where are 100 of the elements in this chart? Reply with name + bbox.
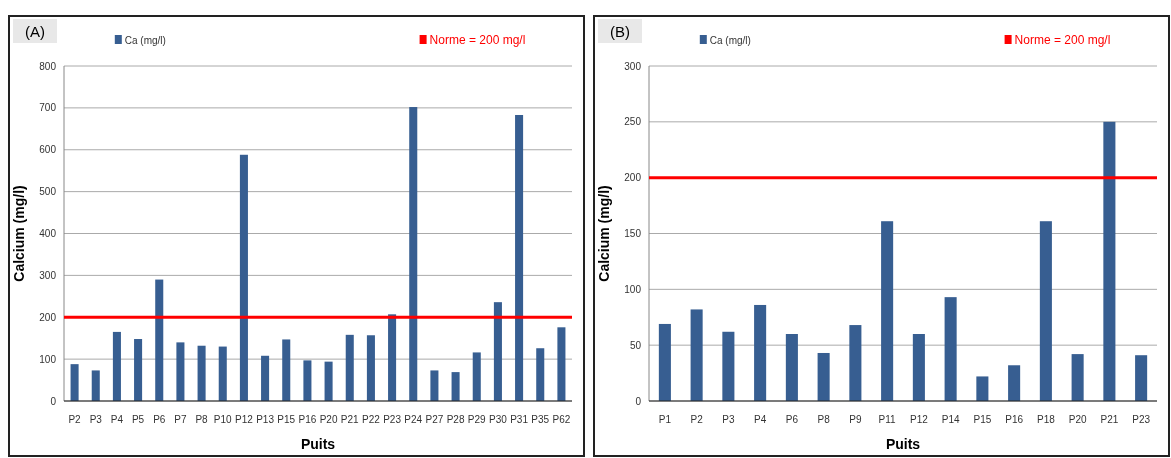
legend-label: Ca (mg/l) <box>709 35 751 46</box>
x-tick-label: P23 <box>1132 414 1151 425</box>
legend-label: Norme = 200 mg/l <box>429 33 526 47</box>
x-tick-label: P10 <box>213 414 233 425</box>
bar <box>388 314 397 401</box>
legend-label: Norme = 200 mg/l <box>1014 33 1111 47</box>
y-axis-title: Calcium (mg/l) <box>11 185 27 282</box>
y-tick-label: 200 <box>624 172 642 184</box>
y-tick-label: 0 <box>50 395 57 407</box>
bar <box>1039 221 1052 401</box>
bar <box>944 297 957 401</box>
legend-label: Ca (mg/l) <box>124 35 166 46</box>
x-tick-label: P18 <box>1036 414 1056 425</box>
x-tick-label: P21 <box>340 414 360 425</box>
y-tick-label: 700 <box>39 102 57 114</box>
bar <box>345 334 354 401</box>
y-tick-label: 300 <box>39 269 57 281</box>
bar <box>409 107 418 401</box>
bar <box>197 345 206 401</box>
x-tick-label: P31 <box>510 414 529 425</box>
bar <box>493 302 502 401</box>
x-tick-label: P4 <box>754 414 767 425</box>
x-tick-label: P15 <box>973 414 992 425</box>
x-tick-label: P15 <box>277 414 296 425</box>
x-tick-label: P6 <box>785 414 799 425</box>
bar <box>754 304 767 401</box>
x-tick-label: P27 <box>425 414 444 425</box>
bar <box>324 361 333 401</box>
x-tick-label: P4 <box>110 414 124 425</box>
x-tick-label: P20 <box>1068 414 1087 425</box>
bar <box>430 370 439 401</box>
x-tick-label: P11 <box>878 414 897 425</box>
bar <box>817 352 830 401</box>
x-tick-label: P2 <box>68 414 82 425</box>
bar <box>91 370 100 401</box>
bar <box>239 154 248 401</box>
x-tick-label: P3 <box>89 414 103 425</box>
x-tick-label: P62 <box>552 414 571 425</box>
chart-title: (A) <box>25 23 45 40</box>
bar <box>722 331 735 401</box>
x-tick-label: P1 <box>658 414 672 425</box>
x-tick-label: P14 <box>941 414 960 425</box>
bar <box>515 114 524 401</box>
y-tick-label: 100 <box>624 283 642 295</box>
y-tick-label: 0 <box>635 395 642 407</box>
x-tick-label: P29 <box>467 414 487 425</box>
bar <box>451 372 460 401</box>
x-tick-label: P8 <box>817 414 831 425</box>
bar <box>218 346 227 401</box>
bar <box>70 364 79 401</box>
x-axis-title: Puits <box>300 436 336 452</box>
chart-title: (B) <box>610 23 630 40</box>
x-tick-label: P16 <box>1005 414 1024 425</box>
y-tick-label: 600 <box>39 144 57 156</box>
x-tick-label: P5 <box>131 414 145 425</box>
x-tick-label: P23 <box>383 414 402 425</box>
bar <box>134 339 143 401</box>
x-tick-label: P12 <box>235 414 254 425</box>
bar <box>881 221 894 401</box>
bar <box>690 309 703 401</box>
x-tick-label: P35 <box>531 414 550 425</box>
bar <box>112 331 121 401</box>
y-tick-label: 500 <box>39 186 57 198</box>
x-axis-title: Puits <box>885 436 921 452</box>
bar <box>472 352 481 401</box>
bar <box>1008 365 1021 401</box>
y-axis-title: Calcium (mg/l) <box>596 185 612 282</box>
bar <box>303 360 312 401</box>
bar <box>1135 355 1148 401</box>
y-tick-label: 800 <box>39 60 57 72</box>
x-tick-label: P30 <box>489 414 508 425</box>
x-tick-label: P20 <box>319 414 338 425</box>
bar <box>912 334 925 401</box>
y-tick-label: 100 <box>39 353 57 365</box>
y-tick-label: 400 <box>39 228 57 239</box>
x-tick-label: P6 <box>153 414 166 425</box>
y-tick-label: 150 <box>624 228 642 239</box>
bar <box>366 335 375 401</box>
y-tick-label: 200 <box>39 311 57 323</box>
x-tick-label: P12 <box>909 414 929 425</box>
bar <box>1071 354 1084 401</box>
bar <box>658 323 671 401</box>
y-tick-label: 50 <box>629 339 642 351</box>
x-tick-label: P28 <box>446 414 465 425</box>
x-tick-label: P9 <box>849 414 862 425</box>
y-tick-label: 250 <box>624 116 642 128</box>
x-tick-label: P7 <box>174 414 187 425</box>
bar <box>785 334 798 401</box>
bar <box>282 339 291 401</box>
bar <box>261 355 270 401</box>
bar <box>536 348 545 401</box>
bar <box>176 342 185 401</box>
bar <box>849 325 862 401</box>
x-tick-label: P16 <box>298 414 317 425</box>
x-tick-label: P8 <box>195 414 209 425</box>
x-tick-label: P22 <box>362 414 381 425</box>
bar <box>1103 121 1116 401</box>
x-tick-label: P21 <box>1100 414 1119 425</box>
bar <box>557 327 566 401</box>
y-tick-label: 300 <box>624 60 642 72</box>
